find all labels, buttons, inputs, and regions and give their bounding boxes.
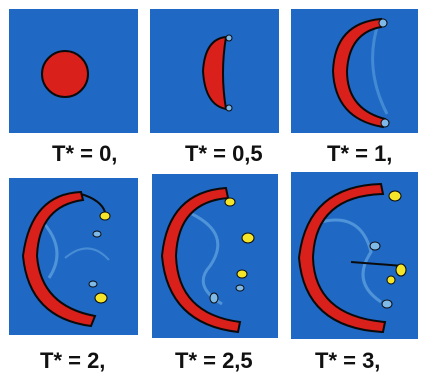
- frame-label-t2: T* = 2,: [40, 348, 106, 373]
- droplet-shape: [41, 50, 89, 98]
- frame-label-t1: T* = 1,: [327, 141, 393, 166]
- frame-label-t0: T* = 0,: [52, 141, 118, 166]
- frame-label-t25: T* = 2,5: [175, 348, 253, 373]
- droplet-shape: [297, 182, 387, 334]
- droplet-plot-t25: [152, 174, 278, 338]
- frame-label-t3: T* = 3,: [315, 348, 381, 373]
- frame-panel-t0: [9, 9, 138, 133]
- droplet-shape: [21, 190, 97, 328]
- frame-panel-t1: [291, 9, 418, 133]
- droplet-plot-t1: [291, 9, 418, 133]
- frame-panel-t3: [291, 172, 418, 339]
- droplet-plot-t0: [9, 9, 138, 133]
- droplet-plot-t05: [150, 9, 279, 133]
- frame-panel-t25: [152, 174, 278, 338]
- droplet-plot-t3: [291, 172, 418, 339]
- frame-panel-t2: [9, 178, 138, 335]
- droplet-shape: [160, 186, 242, 334]
- frame-panel-t05: [150, 9, 279, 133]
- frame-label-t05: T* = 0,5: [185, 141, 263, 166]
- droplet-shape: [201, 35, 228, 111]
- droplet-plot-t2: [9, 178, 138, 335]
